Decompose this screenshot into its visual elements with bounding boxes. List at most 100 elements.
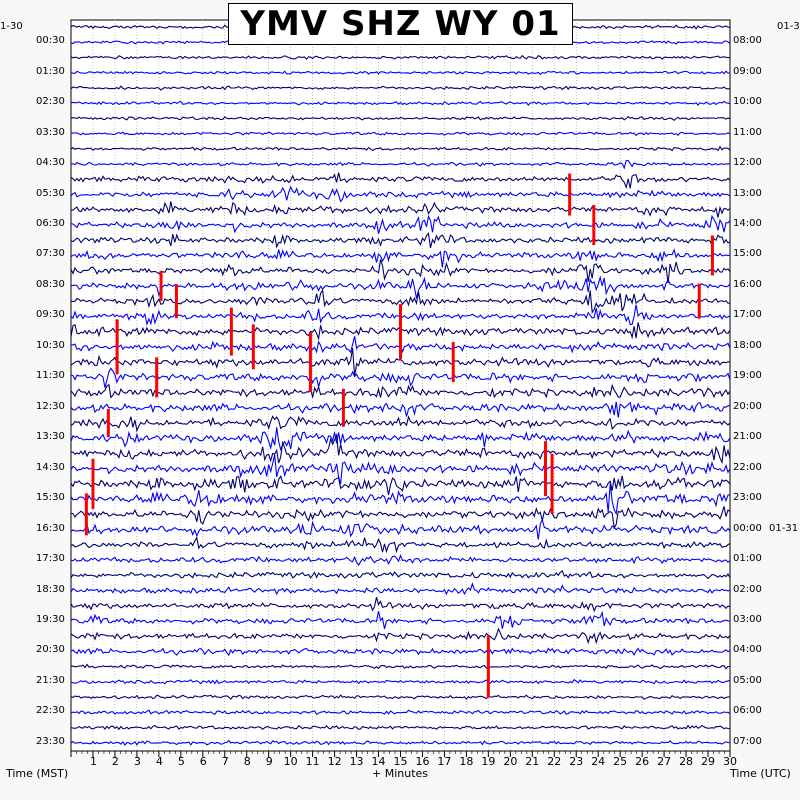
left-hour-label: 05:30: [36, 187, 65, 199]
left-hour-label: 18:30: [36, 583, 65, 595]
x-tick-label: 17: [437, 755, 452, 768]
x-tick-label: 1: [89, 755, 97, 768]
trace-line: [70, 647, 731, 657]
trace-line: [70, 483, 731, 516]
right-hour-label: 11:00: [733, 126, 762, 138]
x-tick-label: 3: [133, 755, 141, 768]
right-hour-label: 10:00: [733, 96, 762, 108]
left-hour-label: 02:30: [36, 96, 65, 108]
trace-line: [70, 739, 731, 746]
x-tick-label: 11: [305, 755, 320, 768]
x-tick-label: 29: [701, 755, 716, 768]
right-hour-label: 22:00: [733, 461, 762, 473]
left-hour-label: 00:30: [36, 35, 65, 47]
left-hour-label: 09:30: [36, 309, 65, 321]
trace-line: [70, 427, 731, 452]
seismic-traces: [70, 24, 731, 746]
trace-line: [70, 582, 731, 596]
trace-line: [70, 554, 731, 567]
chart-title: YMV SHZ WY 01: [228, 3, 573, 45]
trace-line: [70, 288, 731, 315]
left-hour-label: 07:30: [36, 248, 65, 260]
left-hour-label: 14:30: [36, 461, 65, 473]
left-hour-label: 11:30: [36, 370, 65, 382]
trace-line: [70, 627, 731, 645]
trace-line: [70, 518, 731, 540]
trace-line: [70, 172, 731, 190]
clipped-events: [84, 173, 714, 698]
x-tick-label: 7: [221, 755, 229, 768]
x-tick-label: 5: [177, 755, 185, 768]
trace-line: [70, 401, 731, 418]
trace-line: [70, 100, 731, 106]
left-hour-label: 19:30: [36, 613, 65, 625]
trace-line: [70, 159, 731, 170]
x-tick-label: 22: [547, 755, 562, 768]
trace-line: [70, 201, 731, 218]
trace-line: [70, 724, 731, 731]
left-hour-label: 17:30: [36, 553, 65, 565]
right-hour-label: 02:00: [733, 583, 762, 595]
x-tick-label: 18: [459, 755, 474, 768]
left-date-label: 1-30: [0, 21, 23, 32]
left-hour-label: 22:30: [36, 705, 65, 717]
left-hour-label: 01:30: [36, 65, 65, 77]
right-hour-label: 23:00: [733, 492, 762, 504]
trace-line: [70, 454, 731, 484]
trace-line: [70, 475, 731, 496]
left-hour-label: 15:30: [36, 492, 65, 504]
x-tick-label: 24: [591, 755, 606, 768]
trace-line: [70, 570, 731, 580]
trace-line: [70, 536, 731, 554]
x-tick-label: 23: [569, 755, 584, 768]
left-hour-label: 16:30: [36, 522, 65, 534]
x-tick-label: 4: [155, 755, 163, 768]
right-hour-label: 07:00: [733, 735, 762, 747]
trace-line: [70, 367, 731, 388]
right-hour-label: 14:00: [733, 217, 762, 229]
x-tick-label: 21: [525, 755, 540, 768]
x-tick-label: 9: [265, 755, 273, 768]
left-hour-label: 03:30: [36, 126, 65, 138]
right-hour-label: 06:00: [733, 705, 762, 717]
trace-line: [70, 348, 731, 377]
x-tick-label: 8: [243, 755, 251, 768]
x-tick-label: 26: [635, 755, 650, 768]
left-hour-label: 12:30: [36, 400, 65, 412]
trace-line: [70, 275, 731, 299]
x-tick-label: 30: [723, 755, 737, 768]
trace-line: [70, 115, 731, 122]
x-tick-label: 27: [657, 755, 672, 768]
y-label-left: Time (MST): [6, 767, 69, 780]
trace-line: [70, 70, 730, 76]
x-tick-label: 25: [613, 755, 628, 768]
x-tick-label: 6: [199, 755, 207, 768]
trace-line: [71, 506, 731, 530]
trace-line: [70, 663, 730, 670]
left-hour-label: 10:30: [36, 339, 65, 351]
x-tick-label: 15: [393, 755, 408, 768]
right-hour-label: 21:00: [733, 431, 762, 443]
trace-line: [70, 248, 731, 268]
trace-line: [70, 610, 731, 630]
right-hour-label: 08:00: [733, 35, 762, 47]
left-hour-label: 20:30: [36, 644, 65, 656]
right-hour-label: 16:00: [733, 278, 762, 290]
right-hour-label: 15:00: [733, 248, 762, 260]
right-hour-label: 03:00: [733, 613, 762, 625]
left-hour-label: 13:30: [36, 431, 65, 443]
x-tick-label: 10: [283, 755, 298, 768]
x-tick-label: 2: [111, 755, 119, 768]
minute-grid: [92, 20, 709, 751]
trace-line: [70, 383, 731, 399]
right-hour-label: 20:00: [733, 400, 762, 412]
left-hour-label: 21:30: [36, 674, 65, 686]
x-tick-label: 13: [349, 755, 364, 768]
right-hour-label: 18:00: [733, 339, 762, 351]
right-hour-label: 04:00: [733, 644, 762, 656]
trace-line: [70, 709, 731, 716]
trace-line: [70, 185, 731, 203]
right-hour-label: 09:00: [733, 65, 762, 77]
x-tick-label: 19: [481, 755, 496, 768]
